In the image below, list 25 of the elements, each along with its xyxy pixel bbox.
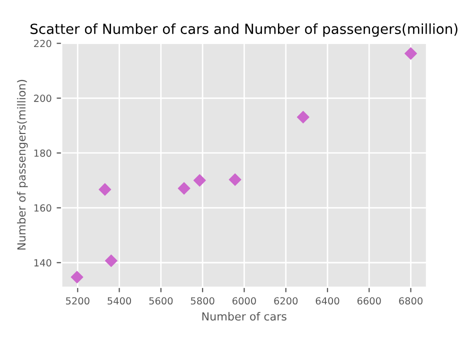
x-tick-label: 5400 — [108, 297, 132, 305]
y-tick-label: 140 — [34, 259, 52, 266]
x-tick-label: 5800 — [190, 297, 214, 305]
x-tick-label: 6400 — [316, 297, 340, 305]
y-tick-label: 200 — [34, 94, 52, 102]
x-tick-label: 5600 — [149, 297, 173, 305]
x-tick-label: 5200 — [66, 297, 90, 305]
x-tick-label: 6800 — [399, 297, 422, 305]
point — [98, 183, 112, 196]
point — [228, 173, 242, 186]
x-axis-title: Number of cars — [202, 312, 286, 321]
y-tick-label: 220 — [34, 40, 52, 48]
x-tick-label: 6200 — [274, 297, 298, 305]
point — [178, 182, 190, 195]
x-tick-label: 6600 — [357, 297, 381, 305]
point — [70, 270, 84, 284]
y-tick-label: 160 — [34, 204, 52, 212]
point — [296, 110, 310, 124]
x-tick-label: 6000 — [232, 297, 256, 305]
point — [104, 254, 118, 267]
y-axis-title: Number of passengers(million) — [17, 80, 28, 250]
y-tick-label: 180 — [34, 149, 52, 157]
point — [404, 47, 418, 60]
point — [193, 174, 206, 187]
chart-title: Scatter of Number of cars and Number of passengers(million) — [30, 23, 458, 37]
